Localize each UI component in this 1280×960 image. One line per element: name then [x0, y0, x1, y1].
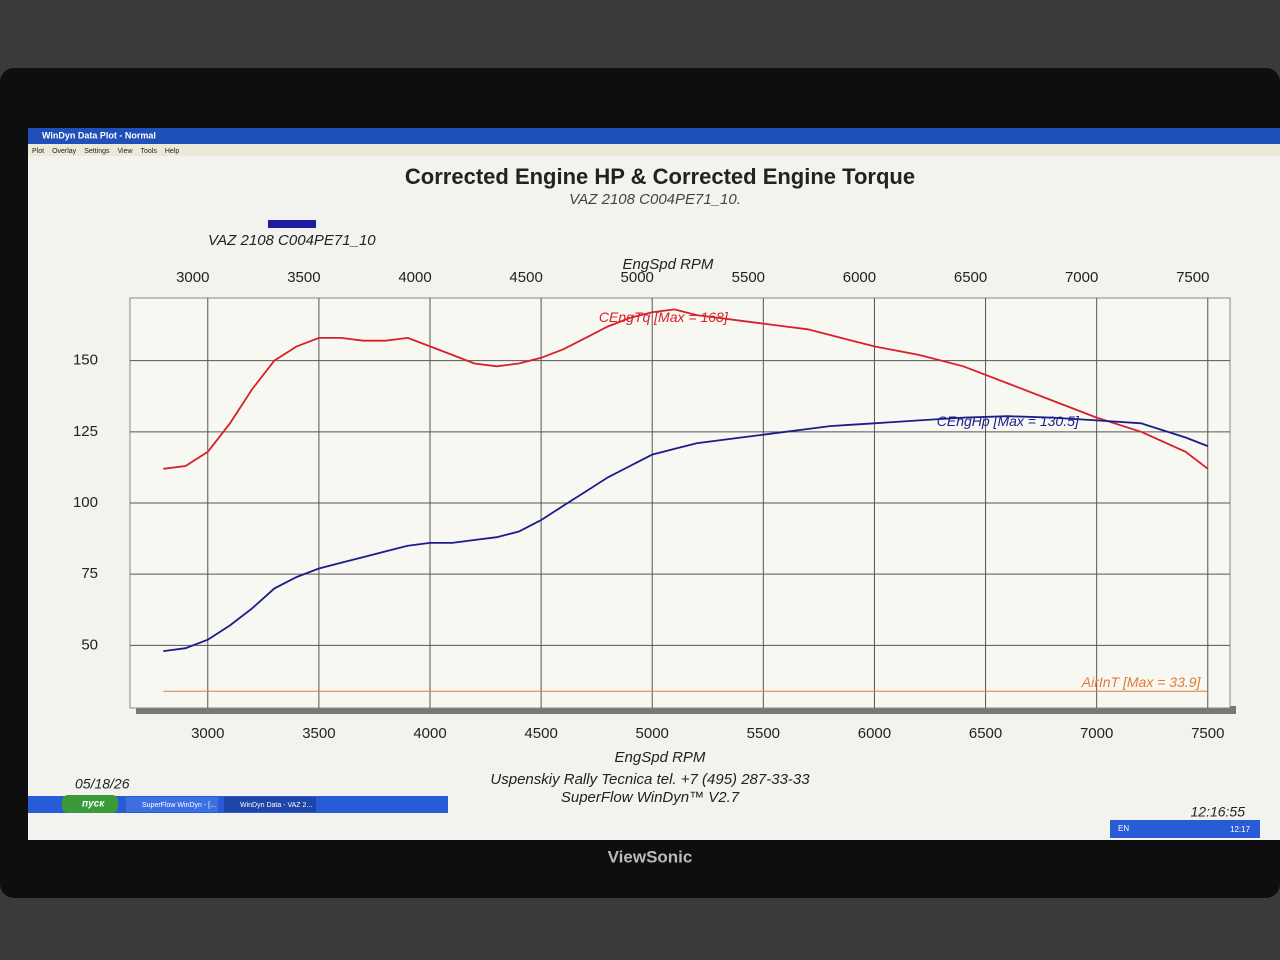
menu-item[interactable]: View [117, 148, 133, 155]
x-tick-label-top: 5500 [732, 269, 765, 286]
tray-clock: 12:17 [1230, 825, 1251, 834]
time: 12:16:55 [1191, 804, 1246, 820]
x-tick-label: 3500 [302, 725, 335, 742]
x-tick-label-top: 6500 [954, 269, 987, 286]
x-tick-label: 3000 [191, 725, 224, 742]
y-tick-label: 100 [73, 494, 98, 511]
task-label[interactable]: SuperFlow WinDyn - [... [142, 802, 216, 809]
monitor-brand: ViewSonic [608, 847, 693, 866]
menu-bar [28, 144, 1280, 156]
x-tick-label-top: 3500 [287, 269, 320, 286]
menu-item[interactable]: Overlay [52, 148, 77, 155]
company: Uspenskiy Rally Tecnica tel. +7 (495) 28… [490, 771, 810, 788]
legend-swatch [268, 220, 316, 228]
x-tick-label-top: 4500 [509, 269, 542, 286]
x-tick-label-top: 7000 [1065, 269, 1098, 286]
plot-shadow [136, 706, 1236, 714]
x-tick-label: 6500 [969, 725, 1002, 742]
menu-item[interactable]: Help [165, 148, 180, 155]
menu-item[interactable]: Tools [141, 148, 158, 155]
x-tick-label: 4500 [524, 725, 557, 742]
x-tick-label: 6000 [858, 725, 891, 742]
tray [1110, 820, 1260, 838]
series-label: CEngHp [Max = 130.5] [937, 413, 1080, 429]
task-label[interactable]: WinDyn Data - VAZ 2... [240, 802, 312, 809]
series-label: AirInT [Max = 33.9] [1081, 674, 1202, 690]
chart-subtitle: VAZ 2108 C004PE71_10. [569, 191, 741, 208]
x-tick-label-top: 5000 [621, 269, 654, 286]
start-label[interactable]: пуск [82, 799, 105, 810]
x-tick-label: 4000 [413, 725, 446, 742]
title-bar [28, 128, 1280, 144]
series-label: CEngTq [Max = 168] [599, 309, 729, 325]
task-button[interactable] [224, 797, 316, 812]
series-line [163, 415, 1209, 652]
menu-item[interactable]: Settings [84, 148, 110, 155]
legend-label: VAZ 2108 C004PE71_10 [208, 232, 376, 249]
x-tick-label-top: 6000 [843, 269, 876, 286]
x-tick-label: 5500 [747, 725, 780, 742]
tray-lang: EN [1118, 824, 1129, 833]
date: 05/18/26 [75, 776, 130, 792]
chart-title: Corrected Engine HP & Corrected Engine T… [405, 164, 915, 189]
window-title: WinDyn Data Plot - Normal [42, 130, 156, 140]
task-button[interactable] [126, 797, 218, 812]
x-tick-label-top: 3000 [176, 269, 209, 286]
series-line [163, 308, 1209, 470]
x-tick-label-top: 7500 [1176, 269, 1209, 286]
y-tick-label: 150 [73, 352, 98, 369]
x-axis-label: EngSpd RPM [615, 749, 706, 766]
x-tick-label: 5000 [636, 725, 669, 742]
x-tick-label: 7500 [1191, 725, 1224, 742]
start-button[interactable] [62, 795, 118, 813]
y-tick-label: 50 [81, 636, 98, 653]
x-axis-label-top: EngSpd RPM [623, 256, 714, 273]
x-tick-label-top: 4000 [398, 269, 431, 286]
software: SuperFlow WinDyn™ V2.7 [561, 789, 740, 806]
y-tick-label: 75 [81, 565, 98, 582]
y-tick-label: 125 [73, 423, 98, 440]
x-tick-label: 7000 [1080, 725, 1113, 742]
menu-item[interactable]: Plot [32, 148, 44, 155]
